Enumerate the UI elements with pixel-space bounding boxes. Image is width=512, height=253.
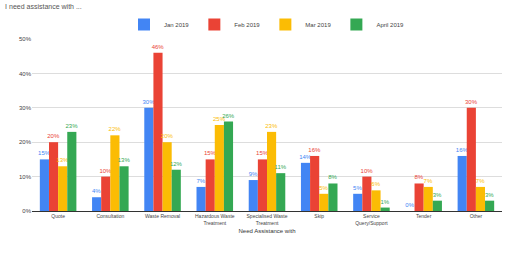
svg-text:Skip: Skip: [314, 213, 324, 219]
svg-text:8%: 8%: [328, 174, 337, 180]
svg-text:3%: 3%: [433, 192, 442, 198]
svg-text:20%: 20%: [161, 133, 174, 139]
svg-text:6%: 6%: [371, 181, 380, 187]
svg-text:0%: 0%: [22, 208, 31, 214]
svg-text:4%: 4%: [92, 188, 101, 194]
svg-text:14%: 14%: [299, 154, 312, 160]
svg-text:30%: 30%: [465, 99, 478, 105]
svg-text:23%: 23%: [265, 123, 278, 129]
svg-text:Specialised WasteTreatment: Specialised WasteTreatment: [247, 213, 288, 226]
svg-text:Mar 2019: Mar 2019: [305, 22, 331, 28]
svg-text:10%: 10%: [99, 168, 112, 174]
svg-text:16%: 16%: [456, 147, 469, 153]
svg-text:3%: 3%: [485, 192, 494, 198]
svg-text:10%: 10%: [361, 168, 374, 174]
svg-text:1%: 1%: [380, 199, 389, 205]
svg-text:22%: 22%: [109, 126, 122, 132]
svg-text:26%: 26%: [222, 113, 235, 119]
svg-text:ServiceQuery/Support: ServiceQuery/Support: [355, 213, 388, 226]
svg-text:Consultation: Consultation: [96, 213, 124, 219]
svg-text:Jan 2019: Jan 2019: [164, 22, 189, 28]
svg-text:Tender: Tender: [416, 213, 432, 219]
svg-text:Other: Other: [470, 213, 483, 219]
svg-text:30%: 30%: [19, 105, 32, 111]
svg-text:25%: 25%: [213, 116, 226, 122]
svg-text:Feb 2019: Feb 2019: [234, 22, 260, 28]
svg-text:Need Assistance with: Need Assistance with: [238, 228, 295, 234]
svg-text:23%: 23%: [65, 123, 78, 129]
svg-text:15%: 15%: [38, 150, 51, 156]
svg-text:5%: 5%: [319, 185, 328, 191]
svg-text:11%: 11%: [275, 164, 287, 170]
svg-text:15%: 15%: [204, 150, 217, 156]
svg-text:46%: 46%: [152, 44, 165, 50]
svg-text:9%: 9%: [249, 171, 258, 177]
svg-text:12%: 12%: [170, 161, 183, 167]
svg-text:40%: 40%: [19, 71, 32, 77]
svg-text:10%: 10%: [19, 174, 32, 180]
svg-text:7%: 7%: [424, 178, 433, 184]
svg-text:30%: 30%: [143, 99, 156, 105]
svg-text:16%: 16%: [308, 147, 321, 153]
svg-text:April 2019: April 2019: [376, 22, 404, 28]
svg-text:0%: 0%: [405, 202, 414, 208]
svg-text:13%: 13%: [118, 157, 131, 163]
svg-text:Quote: Quote: [51, 213, 65, 219]
svg-text:13%: 13%: [56, 157, 69, 163]
svg-text:50%: 50%: [19, 36, 32, 42]
svg-text:Hazardous WasteTreatment: Hazardous WasteTreatment: [195, 213, 235, 226]
svg-text:I need assistance with ...: I need assistance with ...: [5, 3, 82, 10]
svg-text:15%: 15%: [256, 150, 269, 156]
svg-text:Waste Removal: Waste Removal: [145, 213, 180, 219]
svg-text:5%: 5%: [353, 185, 362, 191]
svg-text:20%: 20%: [47, 133, 60, 139]
svg-text:7%: 7%: [196, 178, 205, 184]
svg-text:7%: 7%: [476, 178, 485, 184]
svg-text:20%: 20%: [19, 139, 32, 145]
svg-text:8%: 8%: [414, 174, 423, 180]
